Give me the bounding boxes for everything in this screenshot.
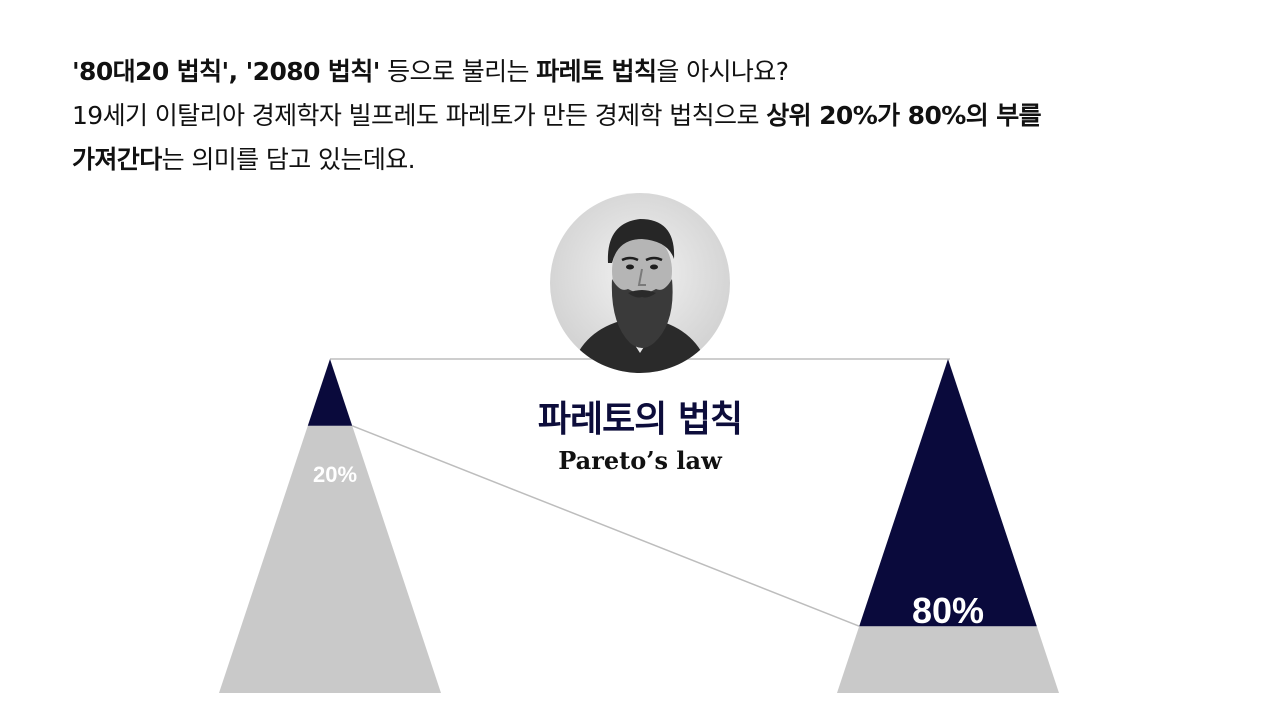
intro-text-segment: 19세기 이탈리아 경제학자 빌프레도 파레토가 만든 경제학 법칙으로	[72, 101, 767, 130]
intro-text: '80대20 법칙', '2080 법칙' 등으로 불리는 파레토 법칙을 아시…	[72, 50, 1232, 182]
intro-text-segment: 등으로 불리는	[379, 57, 537, 86]
bearded-man-portrait-icon	[550, 193, 730, 373]
left-pyramid-top-share	[307, 359, 353, 426]
intro-emphasis-pareto-law: 파레토 법칙	[536, 57, 657, 86]
intro-text-segment: 는 의미를 담고 있는데요.	[161, 145, 416, 174]
intro-emphasis-take: 가져간다	[72, 145, 162, 174]
right-pyramid-base	[837, 626, 1059, 693]
intro-emphasis-top-20: 상위 20%가 80%의 부를	[766, 101, 1041, 130]
diagonal-connector-line	[351, 425, 860, 627]
right-pyramid-top-share	[859, 359, 1037, 627]
intro-text-segment: 을 아시나요?	[656, 57, 789, 86]
left-pyramid-base	[219, 425, 441, 693]
left-share-label: 20%	[312, 462, 358, 487]
intro-line-3: 가져간다는 의미를 담고 있는데요.	[72, 138, 1232, 182]
diagram-title: 파레토의 법칙	[537, 399, 743, 440]
right-share-label: 80%	[911, 590, 985, 631]
intro-line-1: '80대20 법칙', '2080 법칙' 등으로 불리는 파레토 법칙을 아시…	[72, 50, 1232, 94]
intro-emphasis-law-names: '80대20 법칙', '2080 법칙'	[72, 57, 380, 86]
intro-line-2: 19세기 이탈리아 경제학자 빌프레도 파레토가 만든 경제학 법칙으로 상위 …	[72, 94, 1232, 138]
diagram-subtitle: Pareto’s law	[558, 446, 722, 475]
